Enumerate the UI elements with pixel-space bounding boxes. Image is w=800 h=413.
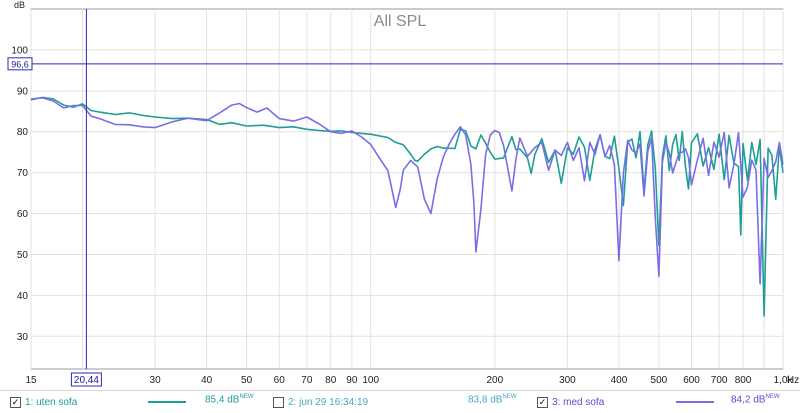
chart-title: All SPL	[374, 13, 427, 30]
x-tick-label: 90	[346, 375, 358, 386]
x-tick-label: 700	[711, 375, 728, 386]
series-line-2	[30, 97, 784, 285]
x-tick-label: 40	[201, 375, 213, 386]
y-tick-label: 60	[17, 209, 29, 220]
x-tick-label: 60	[274, 375, 286, 386]
legend-checkbox-1[interactable]: ✓	[10, 396, 21, 408]
legend-bar: ✓ 1: uten sofa 85,4 dBNEW 2: jun 29 16:3…	[0, 390, 800, 413]
x-tick-label: 600	[683, 375, 700, 386]
legend-line-3	[676, 401, 714, 403]
cursor-x-readout: 20,44	[74, 375, 99, 386]
cursor-y-readout: 96,6	[11, 59, 29, 69]
plot-area	[30, 8, 784, 370]
legend-item-2[interactable]: 2: jun 29 16:34:19	[273, 395, 368, 409]
x-tick-label: 80	[325, 375, 337, 386]
y-tick-label: 100	[11, 45, 28, 56]
legend-checkbox-3[interactable]: ✓	[537, 396, 548, 408]
legend-label-3: 3: med sofa	[552, 396, 605, 408]
x-axis-unit: Hz	[787, 375, 799, 386]
x-tick-label: 70	[301, 375, 313, 386]
x-tick-label: 400	[611, 375, 628, 386]
x-tick-label: 100	[362, 375, 379, 386]
y-axis-unit: dB	[14, 0, 25, 10]
y-tick-label: 40	[17, 291, 29, 302]
x-tick-label: 15	[25, 375, 37, 386]
x-tick-label: 800	[735, 375, 752, 386]
legend-value-1: 85,4 dBNEW	[205, 394, 254, 406]
y-tick-label: 80	[17, 127, 29, 138]
legend-item-3[interactable]: ✓ 3: med sofa	[537, 395, 604, 409]
x-tick-label: 50	[241, 375, 253, 386]
x-tick-label: 30	[150, 375, 162, 386]
cursor-x-readout-box	[70, 372, 102, 387]
legend-value-2: 83,8 dBNEW	[468, 394, 517, 406]
y-tick-label: 30	[17, 332, 29, 343]
legend-line-1	[148, 401, 186, 403]
x-tick-label: 1,0k	[774, 375, 794, 386]
legend-checkbox-2[interactable]	[273, 396, 284, 408]
cursor-y-readout-box	[7, 57, 33, 71]
y-tick-label: 70	[17, 168, 29, 179]
legend-value-3: 84,2 dBNEW	[731, 394, 780, 406]
series-line-1	[30, 96, 784, 317]
chart-canvas: 30405060708090100dB152030405060708090100…	[7, 0, 799, 387]
x-tick-label: 300	[559, 375, 576, 386]
legend-label-2: 2: jun 29 16:34:19	[288, 396, 369, 408]
x-tick-label: 200	[486, 375, 503, 386]
legend-label-1: 1: uten sofa	[25, 396, 78, 408]
legend-item-1[interactable]: ✓ 1: uten sofa	[10, 395, 77, 409]
y-tick-label: 90	[17, 86, 29, 97]
spl-chart: 30405060708090100dB152030405060708090100…	[7, 0, 799, 387]
x-tick-label: 500	[651, 375, 668, 386]
y-tick-label: 50	[17, 250, 29, 261]
